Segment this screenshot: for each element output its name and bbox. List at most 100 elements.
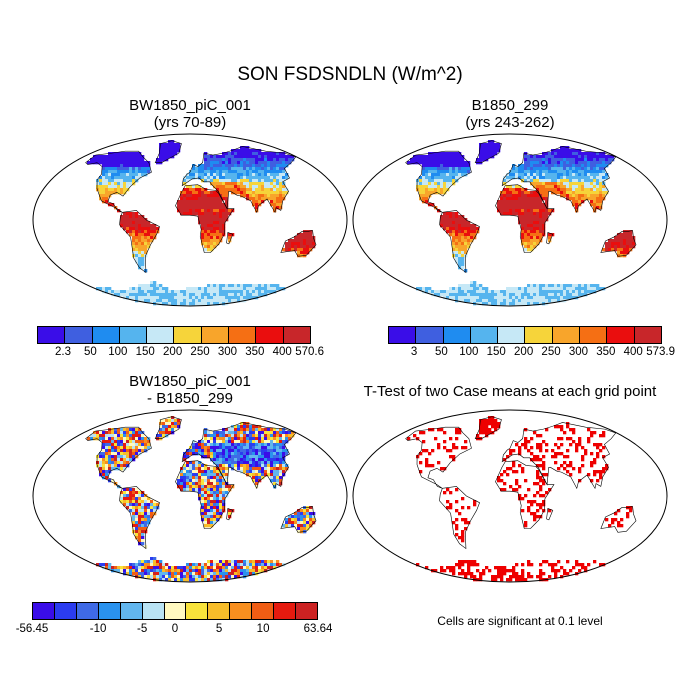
cb3-tick-5: 10 [256, 623, 270, 635]
cb1-tick-7: 350 [245, 346, 265, 358]
cb2-tick-6: 300 [568, 346, 589, 358]
panel4-map [352, 409, 668, 583]
panel3-title-line2: - B1850_299 [147, 390, 233, 407]
colorbar-1 [37, 326, 311, 344]
cb2-tick-2: 100 [459, 346, 479, 358]
cb2-swatch-3 [470, 327, 499, 343]
cb3-tick-3: 0 [171, 623, 179, 635]
coastline-australia [600, 506, 637, 533]
cb1-swatch-0 [38, 327, 66, 343]
cb1-tick-8: 400 [272, 346, 292, 358]
coastline-greenland [474, 140, 502, 163]
coastline-africa [495, 184, 555, 253]
cb3-swatch-7 [186, 603, 209, 619]
cb3-swatch-8 [208, 603, 231, 619]
colorbar-2 [388, 326, 662, 344]
coastline-madagascar [546, 232, 554, 245]
panel2-title: B1850_299 (yrs 243-262) [350, 97, 670, 131]
cb3-tick-4: 5 [215, 623, 223, 635]
cb2-swatch-8 [607, 327, 635, 343]
coastline-samerica [119, 486, 160, 550]
coastline-namerica [85, 426, 152, 489]
cb1-swatch-3 [119, 327, 148, 343]
map-cells [87, 416, 316, 582]
colorbar-3-labels: -56.45 -10 -5 0 5 10 63.64 [16, 623, 333, 637]
cb1-swatch-6 [201, 327, 230, 343]
panel1-title-line1: BW1850_piC_001 [129, 97, 251, 114]
coastline-madagascar [226, 232, 234, 245]
cb3-tick-0: -56.45 [15, 623, 49, 635]
coastline-namerica [405, 426, 472, 489]
map-border [32, 133, 348, 307]
panel1-title-line2: (yrs 70-89) [153, 114, 227, 131]
coastline-namerica [405, 150, 472, 213]
cb2-swatch-1 [416, 327, 444, 343]
cb3-swatch-3 [98, 603, 121, 619]
cb3-swatch-1 [54, 603, 77, 619]
cb2-swatch-5 [525, 327, 553, 343]
coastline-samerica [119, 210, 160, 274]
cb1-tick-2: 100 [108, 346, 128, 358]
map-cells [87, 140, 316, 306]
map-border [32, 409, 348, 583]
cb2-swatch-7 [580, 327, 608, 343]
coastline-madagascar [226, 508, 234, 521]
cb2-tick-9: 573.9 [646, 346, 676, 358]
coastline-samerica [439, 486, 480, 550]
cb3-swatch-5 [142, 603, 165, 619]
cb1-tick-9: 570.6 [295, 346, 325, 358]
cb2-tick-0: 3 [410, 346, 418, 358]
panel3-title-line1: BW1850_piC_001 [129, 373, 251, 390]
cb3-swatch-6 [164, 603, 187, 619]
cb3-tick-1: -10 [89, 623, 107, 635]
cb1-swatch-4 [147, 327, 175, 343]
coastline-namerica [85, 150, 152, 213]
coastline-eurasia [501, 422, 617, 490]
cb3-swatch-10 [252, 603, 275, 619]
cb1-swatch-7 [229, 327, 257, 343]
panel1-map [32, 133, 348, 307]
cb1-tick-4: 200 [163, 346, 183, 358]
map-border [352, 409, 668, 583]
cb2-tick-5: 250 [541, 346, 561, 358]
cb1-swatch-2 [92, 327, 120, 343]
cb2-swatch-2 [443, 327, 471, 343]
cb2-tick-8: 400 [623, 346, 643, 358]
cb1-tick-0: 2.3 [55, 346, 72, 358]
panel3-title: BW1850_piC_001 - B1850_299 [30, 373, 350, 407]
cb3-tick-6: 63.64 [303, 623, 333, 635]
cb2-swatch-4 [498, 327, 526, 343]
coastline-madagascar [546, 508, 554, 521]
cb2-tick-7: 350 [596, 346, 616, 358]
coastline-eurasia [181, 422, 297, 490]
cb2-tick-3: 150 [486, 346, 506, 358]
coastline-australia [280, 506, 317, 533]
coastline-greenland [154, 140, 182, 163]
cb1-swatch-1 [65, 327, 93, 343]
coastline-eurasia [501, 146, 617, 214]
coastline-africa [495, 460, 555, 529]
significance-note: Cells are significant at 0.1 level [437, 614, 603, 628]
panel2-title-line2: (yrs 243-262) [465, 114, 555, 131]
cb3-swatch-11 [274, 603, 297, 619]
coastline-eurasia [181, 146, 297, 214]
figure-title: SON FSDSNDLN (W/m^2) [237, 64, 463, 85]
coastline-africa [175, 184, 235, 253]
panel4-title: T-Test of two Case means at each grid po… [363, 383, 657, 400]
cb3-swatch-2 [76, 603, 99, 619]
cb3-swatch-4 [120, 603, 143, 619]
panel2-title-line1: B1850_299 [471, 97, 549, 114]
map-cells [407, 140, 636, 306]
panel2-map [352, 133, 668, 307]
cb2-swatch-9 [634, 327, 661, 343]
panel3-map [32, 409, 348, 583]
coastline-australia [280, 230, 317, 257]
cb2-tick-1: 50 [435, 346, 448, 358]
colorbar-2-labels: 3 50 100 150 200 250 300 350 400 573.9 [388, 346, 675, 360]
coastline-africa [175, 460, 235, 529]
cb1-tick-3: 150 [135, 346, 155, 358]
cb2-swatch-6 [552, 327, 581, 343]
cb3-swatch-9 [230, 603, 253, 619]
cb1-tick-5: 250 [190, 346, 210, 358]
cb1-tick-6: 300 [217, 346, 238, 358]
